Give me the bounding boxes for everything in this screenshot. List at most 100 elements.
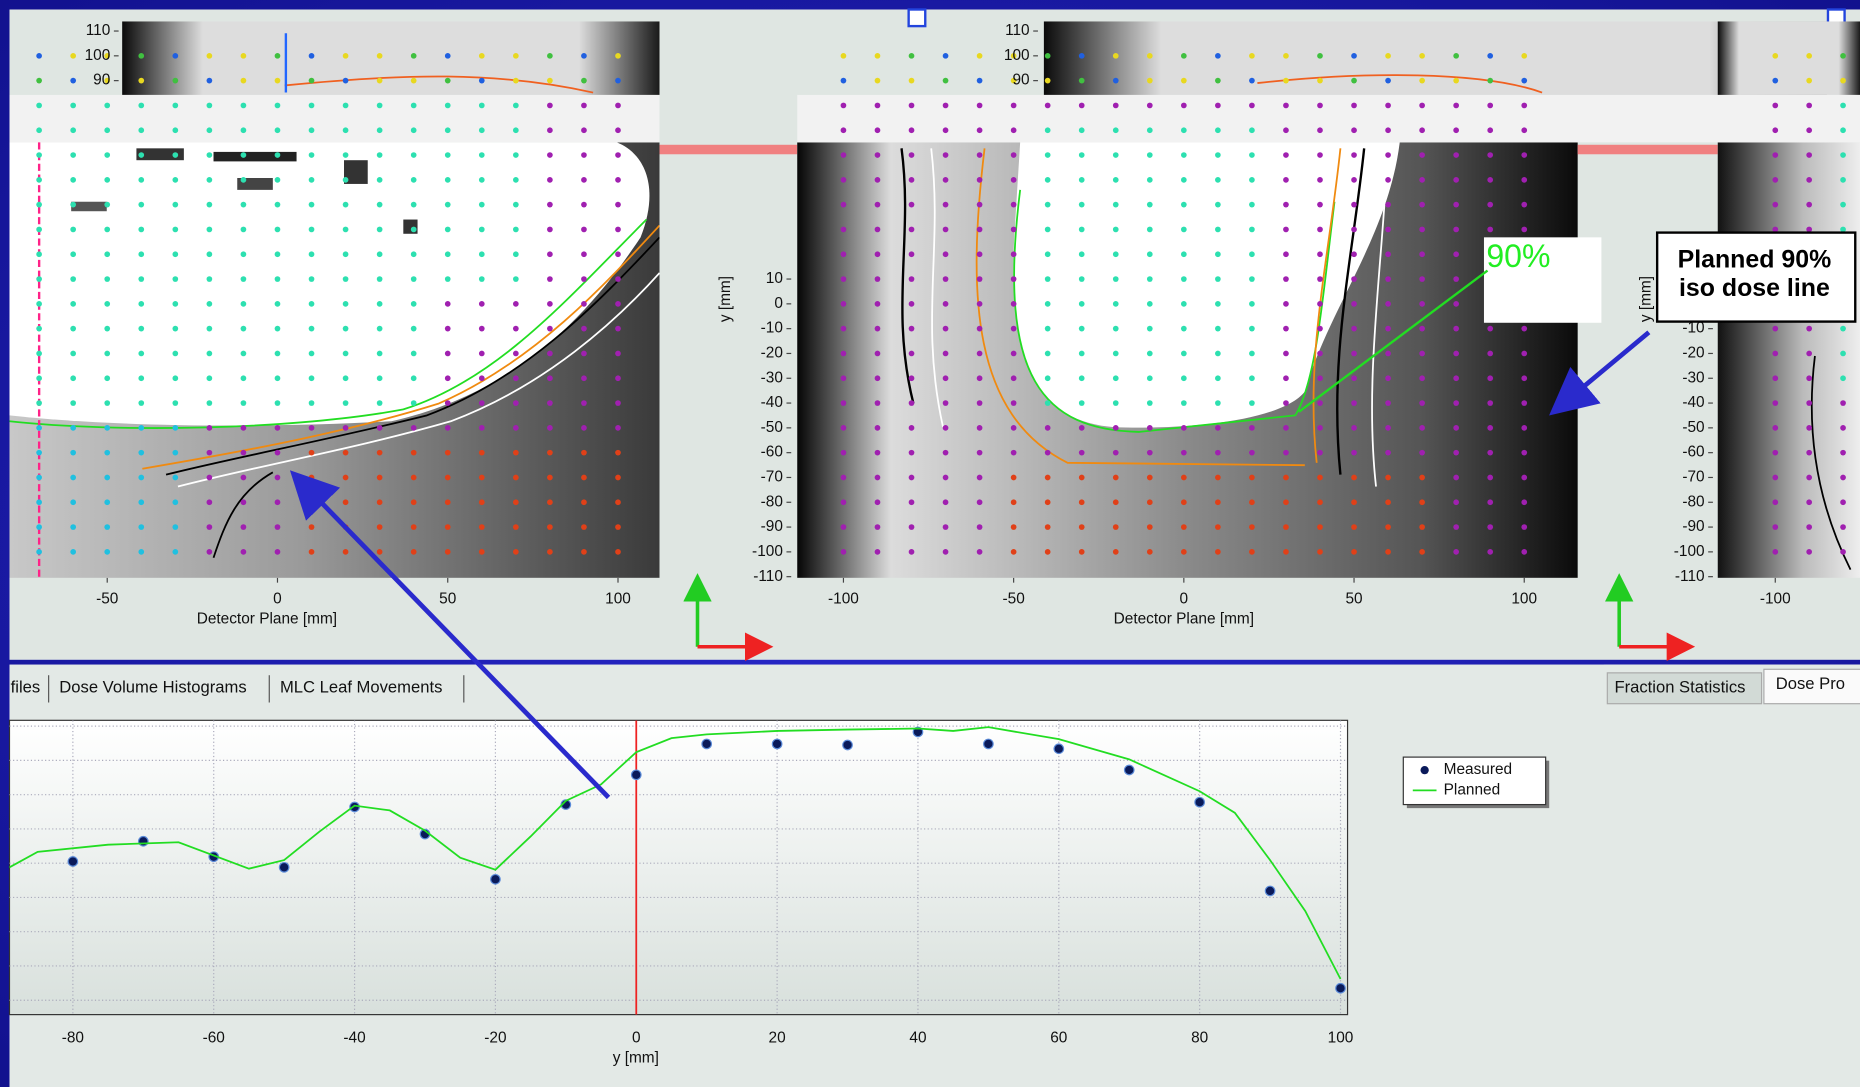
maximize-button[interactable]	[909, 9, 926, 26]
measure-point	[1249, 53, 1255, 59]
measure-point	[1772, 400, 1778, 406]
measure-point	[1283, 177, 1289, 183]
measure-point	[1181, 499, 1187, 505]
y-tick-label: -80	[761, 493, 783, 510]
measure-point	[1079, 202, 1085, 208]
measure-point	[275, 475, 281, 481]
measure-point	[411, 326, 417, 332]
measure-point	[138, 251, 144, 257]
measure-point	[875, 524, 881, 530]
measure-point	[1453, 425, 1459, 431]
measure-point	[581, 524, 587, 530]
measure-point	[377, 301, 383, 307]
measure-point	[875, 202, 881, 208]
measure-point	[343, 202, 349, 208]
measure-point	[172, 326, 178, 332]
y-tick-label: -30	[1682, 369, 1704, 386]
measured-point	[1265, 886, 1274, 895]
measure-point	[1045, 227, 1051, 233]
measure-point	[1283, 400, 1289, 406]
measure-point	[104, 276, 110, 282]
measure-point	[104, 499, 110, 505]
measure-point	[479, 400, 485, 406]
measure-point	[275, 301, 281, 307]
measure-point	[138, 53, 144, 59]
measure-point	[377, 276, 383, 282]
measure-point	[70, 276, 76, 282]
measure-point	[241, 177, 247, 183]
measure-point	[479, 524, 485, 530]
measure-point	[411, 301, 417, 307]
measure-point	[1385, 276, 1391, 282]
tab[interactable]: Fraction Statistics	[1614, 678, 1745, 697]
measure-point	[1147, 549, 1153, 555]
measure-point	[615, 549, 621, 555]
measure-point	[1317, 53, 1323, 59]
measure-point	[1113, 425, 1119, 431]
tab[interactable]: Dose Volume Histograms	[59, 678, 246, 697]
measure-point	[207, 301, 213, 307]
measure-point	[1521, 351, 1527, 357]
measure-point	[1840, 177, 1846, 183]
measure-point	[1249, 103, 1255, 109]
measure-point	[1147, 351, 1153, 357]
measure-point	[138, 475, 144, 481]
measure-point	[909, 53, 915, 59]
measure-point	[207, 425, 213, 431]
measure-point	[1385, 127, 1391, 133]
measure-point	[445, 276, 451, 282]
measure-point	[513, 53, 519, 59]
tab[interactable]: files	[11, 678, 41, 697]
tab[interactable]: MLC Leaf Movements	[280, 678, 442, 697]
measure-point	[309, 276, 315, 282]
measure-point	[1840, 549, 1846, 555]
measure-point	[1045, 276, 1051, 282]
measure-point	[1806, 499, 1812, 505]
measure-point	[1840, 475, 1846, 481]
measure-point	[1772, 475, 1778, 481]
x-tick-label: 80	[1191, 1029, 1208, 1046]
measure-point	[104, 326, 110, 332]
measure-point	[1215, 326, 1221, 332]
measure-point	[1453, 450, 1459, 456]
measure-point	[1487, 127, 1493, 133]
measure-point	[1419, 375, 1425, 381]
measure-point	[70, 425, 76, 431]
measure-point	[1283, 499, 1289, 505]
measure-point	[1806, 549, 1812, 555]
measure-point	[1181, 103, 1187, 109]
measure-point	[1351, 425, 1357, 431]
measure-point	[1385, 475, 1391, 481]
measure-point	[943, 524, 949, 530]
y-tick-label: -100	[752, 543, 783, 560]
measure-point	[1283, 127, 1289, 133]
measure-point	[1249, 475, 1255, 481]
measure-point	[70, 351, 76, 357]
measure-point	[841, 103, 847, 109]
measure-point	[1215, 152, 1221, 158]
measure-point	[445, 202, 451, 208]
measure-point	[615, 251, 621, 257]
measure-point	[1249, 202, 1255, 208]
measure-point	[1487, 78, 1493, 84]
measure-point	[1011, 524, 1017, 530]
measure-point	[377, 251, 383, 257]
measure-point	[1113, 78, 1119, 84]
measure-point	[1215, 276, 1221, 282]
measure-point	[513, 127, 519, 133]
measure-point	[909, 499, 915, 505]
measure-point	[943, 450, 949, 456]
tab[interactable]: Dose Pro	[1776, 674, 1845, 693]
measure-point	[241, 103, 247, 109]
measure-point	[138, 351, 144, 357]
measure-point	[241, 251, 247, 257]
measure-point	[411, 53, 417, 59]
measure-point	[1317, 425, 1323, 431]
measure-point	[1453, 524, 1459, 530]
measure-point	[1772, 103, 1778, 109]
x-tick-label: 0	[273, 590, 282, 607]
measure-point	[1385, 524, 1391, 530]
measure-point	[513, 78, 519, 84]
measure-point	[513, 301, 519, 307]
measure-point	[207, 400, 213, 406]
